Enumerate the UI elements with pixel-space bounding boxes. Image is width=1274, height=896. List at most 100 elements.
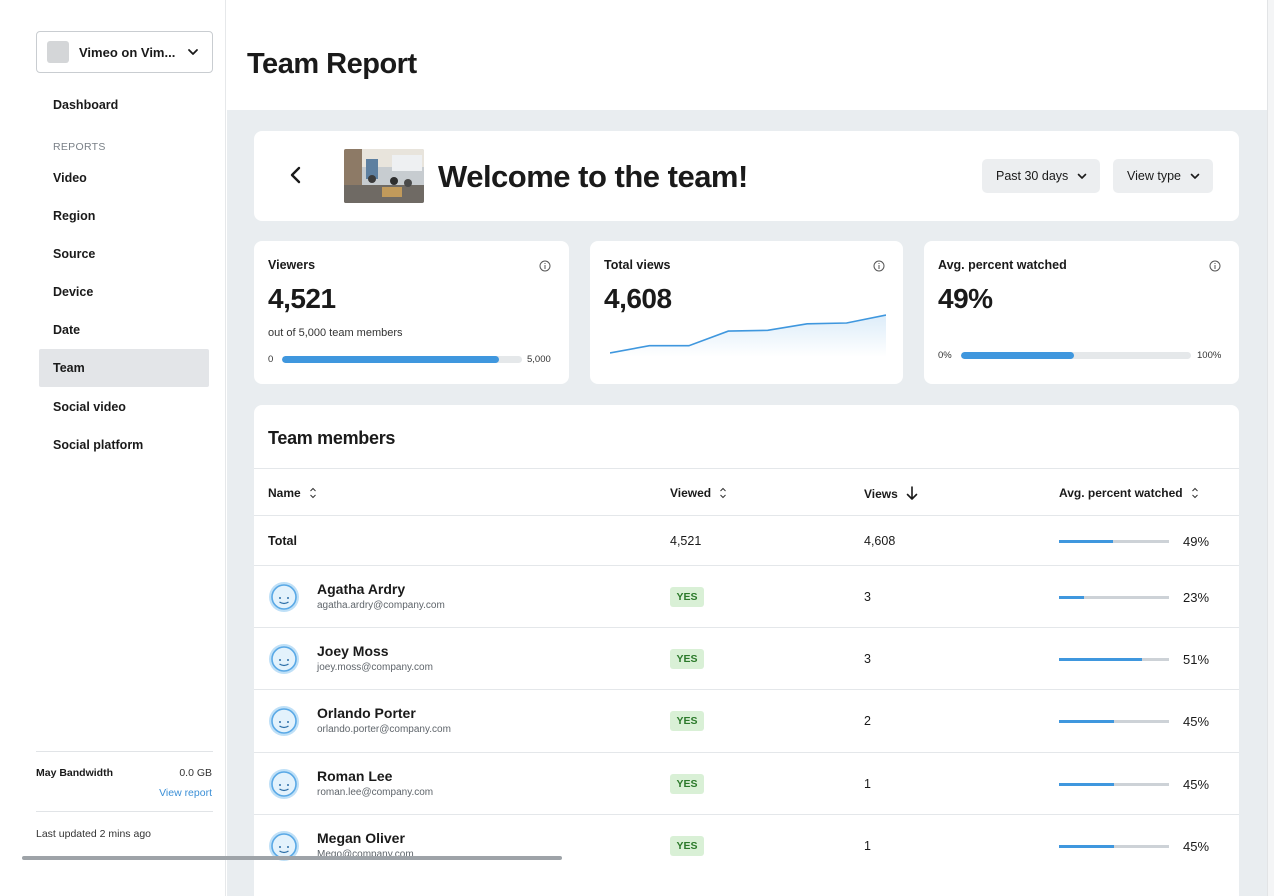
info-icon[interactable]: [873, 260, 885, 272]
member-avg-bar: [1059, 596, 1169, 599]
info-icon[interactable]: [539, 260, 551, 272]
table-row[interactable]: Orlando Porter orlando.porter@company.co…: [254, 690, 1239, 753]
column-views-label: Views: [864, 486, 898, 501]
viewed-badge: YES: [670, 836, 704, 856]
horizontal-scrollbar[interactable]: [22, 856, 562, 860]
member-avg-pct: 51%: [1183, 652, 1210, 667]
sparkline-line: [610, 314, 886, 354]
viewed-badge: YES: [670, 587, 704, 607]
total-avg-bar: [1059, 540, 1169, 543]
table-row[interactable]: Roman Lee roman.lee@company.com YES 1 45…: [254, 753, 1239, 815]
team-members-title: Team members: [268, 428, 396, 448]
member-name[interactable]: Joey Moss: [317, 643, 389, 659]
viewers-value: 4,521: [268, 283, 336, 314]
sidebar-item-date[interactable]: Date: [53, 323, 81, 337]
viewers-progress-fill: [282, 356, 499, 363]
user-avatar-icon: [269, 831, 299, 861]
member-avg-bar: [1059, 845, 1169, 848]
sort-icon: [720, 487, 726, 499]
member-email: roman.lee@company.com: [317, 787, 434, 798]
user-avatar-icon: [269, 769, 299, 799]
chevron-down-icon: [1190, 173, 1200, 179]
viewers-bar-min: 0: [268, 354, 274, 365]
chevron-down-icon: [188, 49, 198, 55]
avg-bar-max: 100%: [1197, 350, 1222, 361]
avg-watched-card: Avg. percent watched 49% 0% 100%: [924, 241, 1239, 384]
total-views: 4,608: [864, 534, 896, 548]
user-avatar-icon: [269, 706, 299, 736]
member-avg-bar: [1059, 720, 1169, 723]
member-email: orlando.porter@company.com: [317, 724, 451, 735]
total-views-title: Total views: [604, 258, 671, 272]
sidebar-item-social-platform[interactable]: Social platform: [53, 438, 144, 452]
page-header: Team Report: [227, 0, 1267, 110]
total-views-card: Total views 4,608: [590, 241, 903, 384]
total-avg-pct: 49%: [1183, 534, 1210, 549]
avg-watched-progress-fill: [961, 352, 1074, 359]
member-views: 3: [864, 590, 871, 604]
date-range-dropdown[interactable]: Past 30 days: [982, 159, 1101, 193]
sidebar-item-social-video[interactable]: Social video: [53, 400, 126, 414]
sidebar: Vimeo on Vim... Dashboard REPORTS Video …: [0, 0, 226, 896]
sidebar-item-source[interactable]: Source: [53, 247, 96, 261]
table-row[interactable]: Megan Oliver Mego@company.com YES 1 45%: [254, 815, 1239, 877]
viewers-card: Viewers 4,521 out of 5,000 team members …: [254, 241, 569, 384]
column-views[interactable]: Views: [864, 486, 918, 501]
avg-watched-title: Avg. percent watched: [938, 258, 1067, 272]
column-name-label: Name: [268, 486, 301, 500]
avg-bar-min: 0%: [938, 350, 952, 361]
account-switcher[interactable]: Vimeo on Vim...: [36, 31, 213, 73]
column-viewed[interactable]: Viewed: [670, 486, 727, 500]
sort-icon: [1191, 487, 1198, 499]
date-range-label: Past 30 days: [996, 169, 1069, 183]
reports-heading: REPORTS: [53, 141, 106, 153]
page-title: Team Report: [247, 48, 417, 80]
viewers-subtitle: out of 5,000 team members: [268, 327, 403, 339]
video-header-card: Welcome to the team! Past 30 days View t…: [254, 131, 1239, 221]
viewers-title: Viewers: [268, 258, 316, 272]
member-views: 1: [864, 777, 871, 791]
sidebar-divider: [36, 811, 213, 812]
member-name[interactable]: Orlando Porter: [317, 705, 416, 721]
viewed-badge: YES: [670, 649, 704, 669]
member-avg-pct: 45%: [1183, 777, 1210, 792]
table-header: Name Viewed Views Avg. percent watched: [254, 468, 1239, 516]
viewers-progress: [282, 356, 522, 363]
video-title: Welcome to the team!: [438, 159, 748, 194]
member-name[interactable]: Megan Oliver: [317, 830, 405, 846]
column-avg-watched[interactable]: Avg. percent watched: [1059, 486, 1199, 500]
sidebar-item-dashboard[interactable]: Dashboard: [53, 98, 119, 112]
sort-icon: [309, 487, 316, 499]
column-avg-label: Avg. percent watched: [1059, 486, 1183, 500]
vertical-scrollbar[interactable]: [1267, 0, 1274, 896]
table-row[interactable]: Agatha Ardry agatha.ardry@company.com YE…: [254, 566, 1239, 628]
view-type-label: View type: [1127, 169, 1181, 183]
back-arrow-icon[interactable]: [284, 163, 308, 187]
sidebar-item-device[interactable]: Device: [53, 285, 94, 299]
member-avg-bar-fill: [1059, 720, 1114, 723]
avg-watched-value: 49%: [938, 283, 993, 314]
account-name: Vimeo on Vim...: [79, 44, 176, 60]
member-avg-bar-fill: [1059, 783, 1114, 786]
member-avg-pct: 45%: [1183, 714, 1210, 729]
member-avg-bar-fill: [1059, 658, 1142, 661]
member-views: 3: [864, 652, 871, 666]
video-thumbnail[interactable]: [344, 149, 424, 203]
member-avg-pct: 23%: [1183, 590, 1210, 605]
info-icon[interactable]: [1209, 260, 1221, 272]
bandwidth-value: 0.0 GB: [179, 767, 212, 779]
column-name[interactable]: Name: [268, 486, 317, 500]
view-report-link[interactable]: View report: [159, 787, 212, 799]
view-type-dropdown[interactable]: View type: [1113, 159, 1213, 193]
member-name[interactable]: Agatha Ardry: [317, 581, 406, 597]
sidebar-item-video[interactable]: Video: [53, 171, 87, 185]
account-avatar: [47, 41, 69, 63]
member-avg-bar: [1059, 658, 1169, 661]
sidebar-item-team[interactable]: Team: [39, 349, 209, 387]
table-row[interactable]: Joey Moss joey.moss@company.com YES 3 51…: [254, 628, 1239, 690]
sort-descending-icon: [906, 486, 918, 500]
member-name[interactable]: Roman Lee: [317, 768, 393, 784]
member-email: Mego@company.com: [317, 849, 414, 860]
sidebar-item-region[interactable]: Region: [53, 209, 96, 223]
sparkline-area: [610, 315, 886, 357]
